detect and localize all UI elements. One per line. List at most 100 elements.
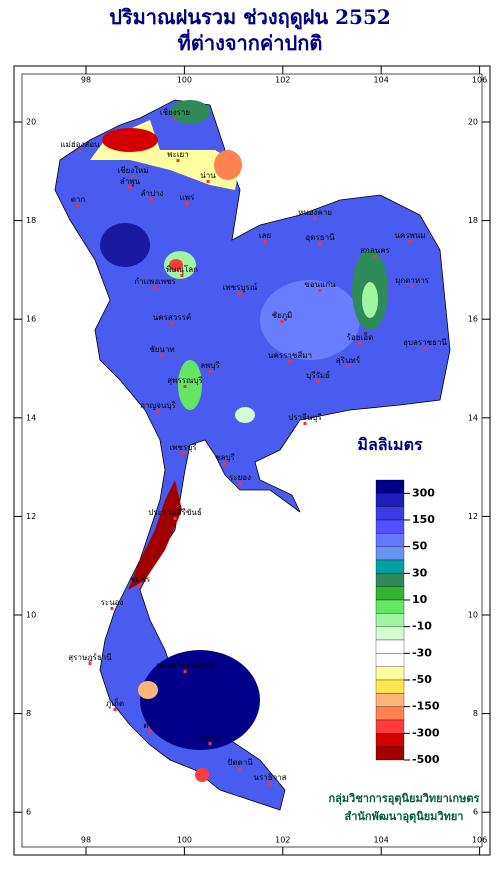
lat-label: 16 xyxy=(26,315,36,324)
place-dot xyxy=(263,240,267,243)
place-label: ร้อยเอ็ด xyxy=(347,332,374,342)
place-label: นครพนม xyxy=(394,231,425,240)
place-dot xyxy=(238,482,242,485)
inner-frame xyxy=(21,73,483,848)
legend-swatch xyxy=(375,573,405,587)
place-label: อุดรธานี xyxy=(305,233,335,242)
place-label: ประจวบคีรีขันธ์ xyxy=(148,507,202,517)
rain-area xyxy=(102,128,158,152)
legend-label: -30 xyxy=(412,646,432,659)
legend: มิลลิเมตร 300 150 50 30 10 -10 -30 -50 -150 -300 -… xyxy=(357,435,439,766)
legend-swatch xyxy=(375,519,405,534)
place-dot xyxy=(78,149,82,152)
place-label: ปราจีนบุรี xyxy=(288,413,322,422)
place-dot xyxy=(410,285,414,288)
lon-label: 104 xyxy=(374,76,389,85)
place-dot xyxy=(373,255,377,258)
place-label: หนองคาย xyxy=(298,208,332,217)
legend-swatch xyxy=(375,666,405,681)
place-label: สกลนคร xyxy=(360,246,390,255)
lon-label: 106 xyxy=(472,76,487,85)
place-dot xyxy=(183,670,187,673)
lon-label: 102 xyxy=(275,836,290,845)
place-label: ปัตตานี xyxy=(227,758,253,767)
lat-label: 18 xyxy=(468,216,478,225)
place-label: กำแพงเพชร xyxy=(134,277,176,286)
place-dot xyxy=(176,159,180,162)
rain-area xyxy=(140,650,260,750)
place-label: แพร่ xyxy=(180,193,195,202)
lat-label: 6 xyxy=(473,808,478,817)
place-label: สุรินทร์ xyxy=(336,355,361,365)
legend-swatch xyxy=(375,506,405,521)
legend-label: -500 xyxy=(412,753,440,766)
legend-label: -150 xyxy=(412,700,440,713)
place-dot xyxy=(76,204,80,207)
place-dot xyxy=(313,217,317,220)
place-dot xyxy=(408,240,412,243)
subtitle: ที่ต่างจากค่าปกติ xyxy=(178,28,323,55)
place-dot xyxy=(88,662,92,665)
place-dot xyxy=(423,347,427,350)
lat-label: 6 xyxy=(26,808,31,817)
place-dot xyxy=(160,354,164,357)
lon-label: 98 xyxy=(81,836,91,845)
legend-label: 10 xyxy=(412,593,428,606)
place-label: น่าน xyxy=(200,171,216,180)
place-dot xyxy=(346,365,350,368)
place-dot xyxy=(183,385,187,388)
place-dot xyxy=(223,462,227,465)
rain-area xyxy=(260,280,360,360)
credit: กลุ่มวิชาการอุตุนิยมวิทยาเกษตร xyxy=(329,792,480,806)
place-label: บุรีรัมย์ xyxy=(306,370,330,380)
place-dot xyxy=(138,584,142,587)
legend-swatch xyxy=(375,679,405,694)
legend-label: 30 xyxy=(412,566,428,579)
legend-swatch xyxy=(375,746,405,761)
legend-label: 150 xyxy=(412,513,435,526)
rain-area xyxy=(214,150,242,180)
legend-swatch xyxy=(375,719,405,734)
place-dot xyxy=(156,410,160,413)
place-label: เชียงราย xyxy=(160,108,190,117)
place-dot xyxy=(153,286,157,289)
place-label: ชลบุรี xyxy=(215,453,235,462)
place-label: ตรัง xyxy=(143,721,156,730)
place-label: ตาก xyxy=(71,195,86,204)
rain-area xyxy=(170,100,210,124)
legend-swatch xyxy=(375,586,405,601)
place-dot xyxy=(148,730,152,733)
place-label: สุราษฎร์ธานี xyxy=(68,652,112,662)
place-label: พิษณุโลก xyxy=(166,264,198,274)
legend-swatch xyxy=(375,479,405,494)
legend-swatch xyxy=(375,493,405,507)
place-label: เลย xyxy=(259,231,271,240)
place-label: ระนอง xyxy=(101,598,124,607)
lat-label: 10 xyxy=(468,611,478,620)
place-dot xyxy=(131,175,135,178)
place-label: สงขลา xyxy=(198,733,222,742)
place-label: แม่ฮ่องสอน xyxy=(60,140,100,149)
legend-swatch xyxy=(375,693,405,707)
place-label: นราธิวาส xyxy=(253,773,286,782)
place-dot xyxy=(110,607,114,610)
place-label: ลำปาง xyxy=(141,189,164,198)
place-label: ชัยนาท xyxy=(149,345,174,354)
legend-swatch xyxy=(375,639,405,654)
legend-swatch xyxy=(375,559,405,574)
legend-swatch xyxy=(375,626,405,641)
place-dot xyxy=(208,370,212,373)
place-label: เชียงใหม่ xyxy=(117,166,148,175)
place-dot xyxy=(208,742,212,745)
place-dot xyxy=(185,202,189,205)
lon-label: 102 xyxy=(275,76,290,85)
legend-label: -300 xyxy=(412,726,440,739)
rain-area xyxy=(178,360,202,410)
legend-label: 300 xyxy=(412,486,435,499)
rain-area xyxy=(128,480,182,590)
lon-label: 100 xyxy=(177,76,192,85)
place-dot xyxy=(303,422,307,425)
place-label: ชุมพร xyxy=(130,575,151,584)
title: ปริมาณฝนรวม ช่วงฤดูฝน 2552 xyxy=(109,5,391,31)
